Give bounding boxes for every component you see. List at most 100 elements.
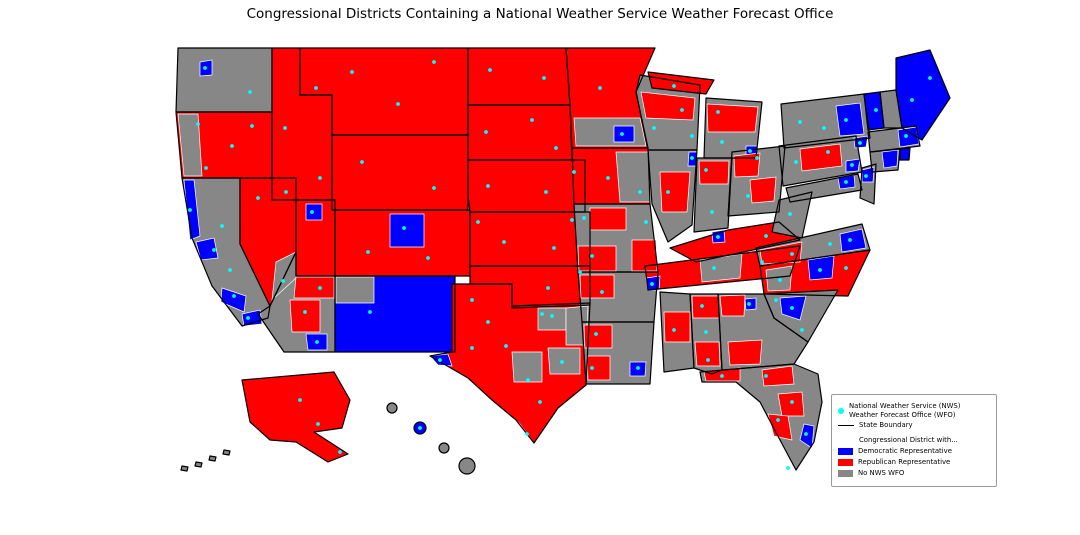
legend: National Weather Service (NWS) Weather F…	[831, 394, 997, 488]
wfo-location-dot	[318, 286, 322, 290]
map-region-ohio-central	[749, 176, 777, 204]
legend-item-wfo: National Weather Service (NWS) Weather F…	[838, 402, 990, 419]
wfo-location-dot	[350, 70, 354, 74]
wfo-location-dot	[284, 190, 288, 194]
wfo-location-dot	[570, 218, 574, 222]
state-boundary-indiana	[693, 157, 733, 233]
chart-title: Congressional Districts Containing a Nat…	[246, 6, 834, 22]
map-region-montana	[300, 48, 468, 135]
legend-item-no_wfo: No NWS WFO	[838, 469, 990, 478]
wfo-location-dot	[690, 134, 694, 138]
wfo-location-dot	[246, 316, 250, 320]
wfo-location-dot	[248, 90, 252, 94]
state-boundary-hawaii-kauai	[386, 402, 398, 414]
wfo-location-dot	[283, 126, 287, 130]
wfo-location-dot	[712, 266, 716, 270]
republican-swatch	[838, 458, 853, 466]
wfo-location-dot	[426, 256, 430, 260]
wfo-location-dot	[790, 306, 794, 310]
map-region-colorado-denver	[389, 213, 425, 248]
wfo-location-dot	[828, 242, 832, 246]
wfo-location-dot	[338, 450, 342, 454]
wfo-location-dot	[636, 366, 640, 370]
wfo-location-dot	[504, 344, 508, 348]
state-boundary-maine	[895, 49, 951, 141]
map-region-arkansas-northwest	[579, 274, 615, 299]
wfo-location-dot	[396, 102, 400, 106]
map-region-hawaii-kauai	[387, 403, 397, 413]
wfo-location-dot	[864, 174, 868, 178]
map-region-california-los-angeles	[220, 287, 247, 313]
state-boundary-north-carolina	[759, 249, 871, 297]
map-region-minnesota-twin-cities	[613, 125, 635, 143]
wfo-location-dot	[598, 86, 602, 90]
map-region-texas-dallas	[537, 307, 567, 331]
wfo-location-dot	[486, 184, 490, 188]
map-region-north-dakota	[468, 48, 570, 105]
state-boundary-label: State Boundary	[859, 421, 913, 430]
map-region-hawaii-maui	[439, 443, 449, 453]
wfo-location-dot	[525, 432, 529, 436]
wfo-location-dot	[550, 314, 554, 318]
state-boundary-arizona	[257, 251, 336, 353]
wfo-location-dot	[232, 294, 236, 298]
wfo-location-dot	[572, 170, 576, 174]
map-region-florida-northeast	[761, 365, 795, 387]
state-boundary-hawaii-oahu	[413, 421, 427, 435]
map-region-florida	[700, 364, 822, 470]
wfo-location-dot	[316, 422, 320, 426]
wfo-location-dot	[790, 252, 794, 256]
map-region-iowa-east	[615, 151, 651, 203]
wfo-location-dot	[502, 240, 506, 244]
wfo-location-dot	[256, 196, 260, 200]
map-region-alabama-south	[694, 341, 721, 367]
wfo-location-dot	[554, 146, 558, 150]
map-region-tennessee-middle	[699, 253, 743, 283]
wfo-location-dot	[526, 378, 530, 382]
map-region-california	[182, 178, 270, 326]
wfo-location-dot	[606, 176, 610, 180]
wfo-location-dot	[470, 346, 474, 350]
wfo-location-dot	[764, 374, 768, 378]
map-region-new-york-east	[835, 102, 865, 137]
map-region-louisiana-southwest	[586, 355, 611, 381]
wfo-location-dot	[910, 98, 914, 102]
map-region-indiana-north	[698, 160, 730, 185]
wfo-location-dot	[590, 254, 594, 258]
wfo-location-dot	[776, 418, 780, 422]
wfo-location-dot	[542, 76, 546, 80]
wfo-location-dot	[716, 235, 720, 239]
map-region-connecticut-central	[881, 149, 899, 169]
map-region-minnesota-south	[573, 117, 647, 147]
map-region-florida-central	[777, 391, 805, 417]
map-region-texas-houston	[547, 347, 581, 375]
wfo-location-dot	[874, 108, 878, 112]
wfo-location-dot	[546, 286, 550, 290]
wfo-location-dot	[818, 268, 822, 272]
no_wfo-swatch	[838, 470, 853, 478]
state-boundary-louisiana	[581, 321, 655, 385]
map-region-texas-central	[511, 351, 543, 383]
wfo-location-dot	[748, 149, 752, 153]
state-boundary-connecticut	[869, 148, 901, 173]
map-region-wyoming	[332, 135, 468, 210]
wfo-location-dot	[484, 130, 488, 134]
map-region-louisiana-north	[583, 324, 613, 349]
map-region-new-hampshire	[880, 90, 902, 128]
map-region-washington	[176, 48, 272, 112]
map-region-georgia-northwest	[719, 294, 746, 317]
wfo-location-dot	[747, 302, 751, 306]
wfo-location-dot	[582, 216, 586, 220]
wfo-location-dot	[196, 122, 200, 126]
wfo-location-dot	[704, 330, 708, 334]
map-region-california-north-coast	[183, 179, 201, 241]
wfo-location-dot	[402, 226, 406, 230]
wfo-location-dot	[844, 266, 848, 270]
legend-item-state-boundary: State Boundary	[838, 421, 990, 430]
map-region-maine	[896, 50, 950, 140]
map-region-georgia-south	[727, 339, 763, 366]
wfo-location-dot	[360, 160, 364, 164]
wfo-location-dot	[704, 168, 708, 172]
wfo-location-dot	[212, 248, 216, 252]
wfo-location-dot	[928, 76, 932, 80]
